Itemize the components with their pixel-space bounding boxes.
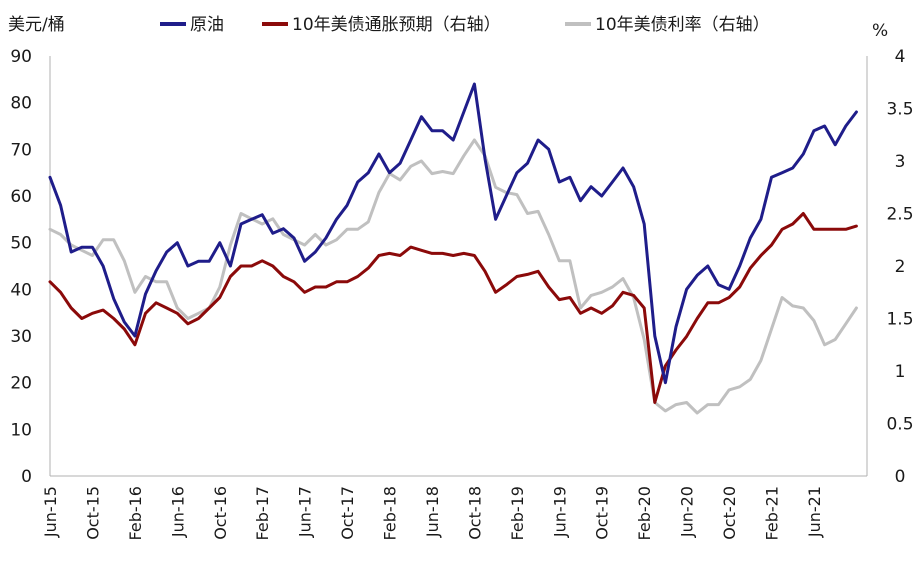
x-tick-group: Oct-16 bbox=[211, 486, 230, 540]
left-y-tick-label: 50 bbox=[10, 234, 32, 254]
x-tick-label: Jun-16 bbox=[168, 486, 187, 538]
left-y-tick-label: 10 bbox=[10, 420, 32, 440]
x-tick-label: Oct-19 bbox=[593, 486, 612, 540]
x-tick-label: Feb-18 bbox=[381, 486, 400, 540]
x-tick-label: Feb-16 bbox=[126, 486, 145, 540]
x-tick-label: Feb-21 bbox=[763, 486, 782, 540]
x-tick-group: Oct-17 bbox=[338, 486, 357, 540]
right-y-tick-label: 2.5 bbox=[886, 205, 913, 225]
x-tick-label: Jun-21 bbox=[805, 486, 824, 538]
legend-label-treasury-yield: 10年美债利率（右轴） bbox=[595, 15, 770, 35]
x-tick-group: Feb-19 bbox=[508, 486, 527, 540]
x-tick-label: Jun-19 bbox=[550, 486, 569, 538]
left-y-tick-label: 0 bbox=[21, 467, 32, 487]
right-y-tick-label: 4 bbox=[895, 47, 906, 67]
right-y-tick-label: 0.5 bbox=[886, 415, 913, 435]
x-tick-label: Oct-17 bbox=[338, 486, 357, 540]
treasury-yield-line bbox=[48, 138, 858, 415]
x-tick-group: Jun-21 bbox=[805, 486, 824, 538]
left-y-tick-label: 90 bbox=[10, 47, 32, 67]
crude-oil-line bbox=[48, 82, 858, 385]
x-tick-group: Jun-15 bbox=[41, 486, 60, 538]
x-tick-group: Jun-16 bbox=[168, 486, 187, 538]
x-tick-label: Jun-17 bbox=[296, 486, 315, 538]
legend: 原油 10年美债通胀预期（右轴） 10年美债利率（右轴） bbox=[160, 15, 770, 35]
x-tick-label: Jun-18 bbox=[423, 486, 442, 538]
x-tick-label: Feb-20 bbox=[635, 486, 654, 540]
x-tick-label: Jun-20 bbox=[678, 486, 697, 538]
x-tick-group: Jun-20 bbox=[678, 486, 697, 538]
x-tick-label: Oct-15 bbox=[83, 486, 102, 540]
x-tick-group: Feb-18 bbox=[381, 486, 400, 540]
x-tick-group: Oct-15 bbox=[83, 486, 102, 540]
series-layer bbox=[48, 82, 858, 415]
right-y-tick-label: 0 bbox=[895, 467, 906, 487]
x-tick-group: Oct-20 bbox=[720, 486, 739, 540]
left-y-tick-label: 40 bbox=[10, 280, 32, 300]
right-y-tick-label: 1 bbox=[895, 362, 906, 382]
inflation-expectation-line bbox=[48, 212, 858, 404]
left-y-tick-label: 30 bbox=[10, 327, 32, 347]
x-tick-label: Oct-18 bbox=[465, 486, 484, 540]
x-tick-group: Jun-19 bbox=[550, 486, 569, 538]
legend-label-inflation-expectation: 10年美债通胀预期（右轴） bbox=[292, 15, 501, 35]
x-tick-label: Jun-15 bbox=[41, 486, 60, 538]
x-tick-group: Oct-19 bbox=[593, 486, 612, 540]
x-tick-group: Feb-20 bbox=[635, 486, 654, 540]
right-y-tick-label: 1.5 bbox=[886, 310, 913, 330]
left-axis-unit: 美元/桶 bbox=[8, 15, 65, 35]
x-tick-label: Feb-19 bbox=[508, 486, 527, 540]
x-tick-group: Feb-17 bbox=[253, 486, 272, 540]
right-axis-unit: % bbox=[872, 21, 888, 41]
x-tick-group: Feb-21 bbox=[763, 486, 782, 540]
axes: 0 10 20 30 40 50 60 70 80 90 0 0.5 1 1.5 2 2.5 3 3.5 4 Jun-… bbox=[10, 47, 913, 540]
right-y-tick-label: 2 bbox=[895, 257, 906, 277]
x-tick-label: Oct-20 bbox=[720, 486, 739, 540]
left-y-tick-label: 80 bbox=[10, 94, 32, 114]
left-y-tick-label: 20 bbox=[10, 374, 32, 394]
x-tick-group: Jun-18 bbox=[423, 486, 442, 538]
x-tick-group: Oct-18 bbox=[465, 486, 484, 540]
x-tick-label: Feb-17 bbox=[253, 486, 272, 540]
right-y-tick-label: 3 bbox=[895, 152, 906, 172]
legend-label-crude-oil: 原油 bbox=[190, 15, 224, 35]
left-y-tick-label: 70 bbox=[10, 140, 32, 160]
x-tick-group: Feb-16 bbox=[126, 486, 145, 540]
x-tick-group: Jun-17 bbox=[296, 486, 315, 538]
x-tick-label: Oct-16 bbox=[211, 486, 230, 540]
right-y-tick-label: 3.5 bbox=[886, 100, 913, 120]
left-y-tick-label: 60 bbox=[10, 187, 32, 207]
